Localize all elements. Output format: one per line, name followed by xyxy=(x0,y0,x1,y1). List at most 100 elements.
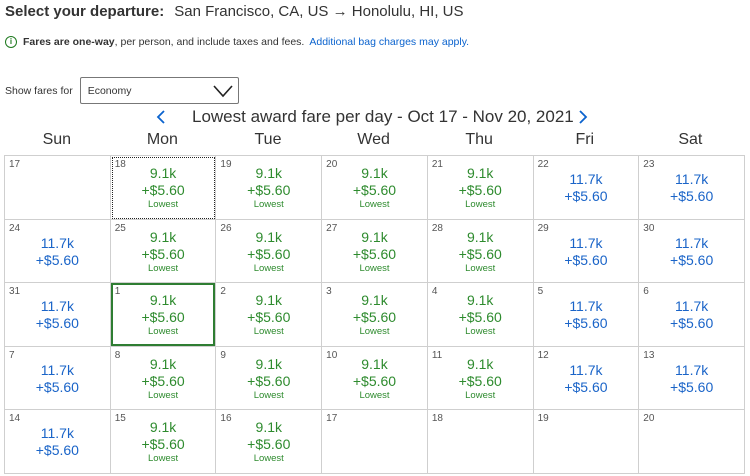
lowest-badge: Lowest xyxy=(148,262,179,274)
fare-tax: +$5.60 xyxy=(141,309,185,325)
chevron-right-icon[interactable] xyxy=(576,107,590,127)
calendar-day-cell[interactable]: 31 11.7k +$5.60 xyxy=(5,283,111,347)
calendar-day-cell[interactable]: 5 11.7k +$5.60 xyxy=(533,283,640,347)
day-number: 18 xyxy=(431,413,443,424)
weekday-label: Thu xyxy=(465,131,493,148)
calendar-day-cell: 17 xyxy=(322,410,428,474)
calendar-day-cell[interactable]: 28 9.1k +$5.60 Lowest xyxy=(427,219,534,283)
fare-miles: 11.7k xyxy=(569,234,603,251)
fare-miles: 11.7k xyxy=(675,361,709,378)
lowest-badge: Lowest xyxy=(359,199,390,210)
fare-info: 11.7k +$5.60 xyxy=(5,362,110,396)
fare-notice: i Fares are one-way , per person, and in… xyxy=(5,36,469,48)
fare-miles: 11.7k xyxy=(569,361,603,378)
calendar-day-cell[interactable]: 13 11.7k +$5.60 xyxy=(639,346,745,410)
fare-info: 11.7k +$5.60 xyxy=(639,235,744,269)
lowest-badge: Lowest xyxy=(359,389,390,401)
fare-tax: +$5.60 xyxy=(35,378,79,395)
fare-info: 9.1k +$5.60 Lowest xyxy=(216,292,321,338)
fares-filter-label: Show fares for xyxy=(5,84,73,97)
fare-tax: +$5.60 xyxy=(141,372,185,389)
chevron-left-icon[interactable] xyxy=(154,107,168,127)
day-number: 22 xyxy=(537,159,549,170)
lowest-badge: Lowest xyxy=(253,262,284,274)
calendar-day-cell[interactable]: 22 11.7k +$5.60 xyxy=(533,156,640,220)
departure-header: Select your departure: San Francisco, CA… xyxy=(5,1,464,21)
fare-miles: 9.1k xyxy=(255,355,283,372)
day-number: 13 xyxy=(643,349,655,361)
calendar-day-cell[interactable]: 26 9.1k +$5.60 Lowest xyxy=(216,219,323,283)
calendar-day-cell[interactable]: 16 9.1k +$5.60 Lowest xyxy=(216,410,323,474)
fare-info: 9.1k +$5.60 Lowest xyxy=(428,229,533,275)
fare-info: 9.1k +$5.60 Lowest xyxy=(428,165,533,211)
calendar-day-cell[interactable]: 6 11.7k +$5.60 xyxy=(639,283,745,347)
calendar-day-cell: 19 xyxy=(533,410,640,474)
day-number: 9 xyxy=(220,349,226,361)
fare-tax: +$5.60 xyxy=(458,372,502,389)
calendar-day-cell[interactable]: 12 11.7k +$5.60 xyxy=(533,346,640,410)
fare-miles: 11.7k xyxy=(569,171,603,187)
fare-tax: +$5.60 xyxy=(352,309,397,325)
fare-info: 9.1k +$5.60 Lowest xyxy=(216,165,321,211)
fare-info: 11.7k +$5.60 xyxy=(639,362,744,396)
calendar-day-cell[interactable]: 29 11.7k +$5.60 xyxy=(533,219,640,283)
cabin-select[interactable]: Economy xyxy=(79,77,239,104)
notice-bold-text: Fares are one-way xyxy=(23,36,115,48)
calendar-day-cell[interactable]: 10 9.1k +$5.60 Lowest xyxy=(322,346,428,410)
calendar-day-cell[interactable]: 1 9.1k +$5.60 Lowest xyxy=(110,283,217,347)
fare-tax: +$5.60 xyxy=(670,251,714,268)
calendar-day-cell[interactable]: 2 9.1k +$5.60 Lowest xyxy=(216,283,323,347)
fare-info: 9.1k +$5.60 Lowest xyxy=(216,229,321,275)
calendar-day-cell[interactable]: 18 9.1k +$5.60 Lowest xyxy=(110,156,217,220)
calendar-day-cell[interactable]: 30 11.7k +$5.60 xyxy=(639,219,745,283)
calendar-day-cell[interactable]: 25 9.1k +$5.60 Lowest xyxy=(110,219,217,283)
calendar-day-cell[interactable]: 3 9.1k +$5.60 Lowest xyxy=(322,283,428,347)
calendar-day-cell[interactable]: 24 11.7k +$5.60 xyxy=(5,219,111,283)
calendar-day-cell[interactable]: 27 9.1k +$5.60 Lowest xyxy=(322,219,428,283)
day-number: 1 xyxy=(114,286,121,297)
calendar-day-cell: 18 xyxy=(427,410,534,474)
bag-charges-link[interactable]: Additional bag charges may apply. xyxy=(309,36,470,48)
fare-info: 11.7k +$5.60 xyxy=(534,171,639,205)
calendar-day-cell[interactable]: 14 11.7k +$5.60 xyxy=(5,410,111,474)
day-number: 28 xyxy=(431,222,443,234)
calendar-day-cell[interactable]: 20 9.1k +$5.60 Lowest xyxy=(322,156,428,220)
fare-tax: +$5.60 xyxy=(35,315,79,331)
calendar-nav: Lowest award fare per day - Oct 17 - Nov… xyxy=(0,106,750,128)
fare-miles: 9.1k xyxy=(466,228,494,245)
calendar-day-cell[interactable]: 4 9.1k +$5.60 Lowest xyxy=(427,283,534,347)
calendar-day-cell[interactable]: 7 11.7k +$5.60 xyxy=(5,346,111,410)
lowest-badge: Lowest xyxy=(148,326,179,337)
fare-miles: 11.7k xyxy=(569,298,603,314)
fare-tax: +$5.60 xyxy=(670,315,714,331)
calendar-day-cell[interactable]: 21 9.1k +$5.60 Lowest xyxy=(427,156,534,220)
fare-miles: 9.1k xyxy=(361,355,388,372)
day-number: 17 xyxy=(9,159,21,170)
fare-info: 9.1k +$5.60 Lowest xyxy=(216,419,321,465)
calendar-day-cell[interactable]: 23 11.7k +$5.60 xyxy=(639,156,745,220)
fare-miles: 9.1k xyxy=(149,228,177,245)
calendar-day-cell[interactable]: 8 9.1k +$5.60 Lowest xyxy=(110,346,217,410)
calendar-day-cell[interactable]: 9 9.1k +$5.60 Lowest xyxy=(216,346,323,410)
fare-miles: 9.1k xyxy=(466,165,494,181)
day-number: 23 xyxy=(643,159,655,170)
fare-info: 9.1k +$5.60 Lowest xyxy=(111,419,216,465)
fare-tax: +$5.60 xyxy=(458,309,502,325)
fare-miles: 11.7k xyxy=(40,361,74,378)
fare-info: 11.7k +$5.60 xyxy=(534,362,639,396)
fare-miles: 9.1k xyxy=(361,292,388,308)
weekday-label: Tue xyxy=(254,131,282,148)
fare-miles: 9.1k xyxy=(149,292,177,308)
fare-miles: 9.1k xyxy=(466,292,494,308)
fare-tax: +$5.60 xyxy=(670,188,714,204)
day-number: 20 xyxy=(326,159,338,170)
day-number: 30 xyxy=(643,222,655,234)
cabin-select-value: Economy xyxy=(87,84,132,97)
chevron-down-icon xyxy=(213,84,233,97)
calendar-day-cell[interactable]: 15 9.1k +$5.60 Lowest xyxy=(110,410,217,474)
calendar-day-cell[interactable]: 19 9.1k +$5.60 Lowest xyxy=(216,156,323,220)
calendar-day-cell[interactable]: 11 9.1k +$5.60 Lowest xyxy=(427,346,534,410)
day-number: 8 xyxy=(114,349,121,361)
fare-tax: +$5.60 xyxy=(458,182,502,198)
lowest-badge: Lowest xyxy=(359,262,390,274)
